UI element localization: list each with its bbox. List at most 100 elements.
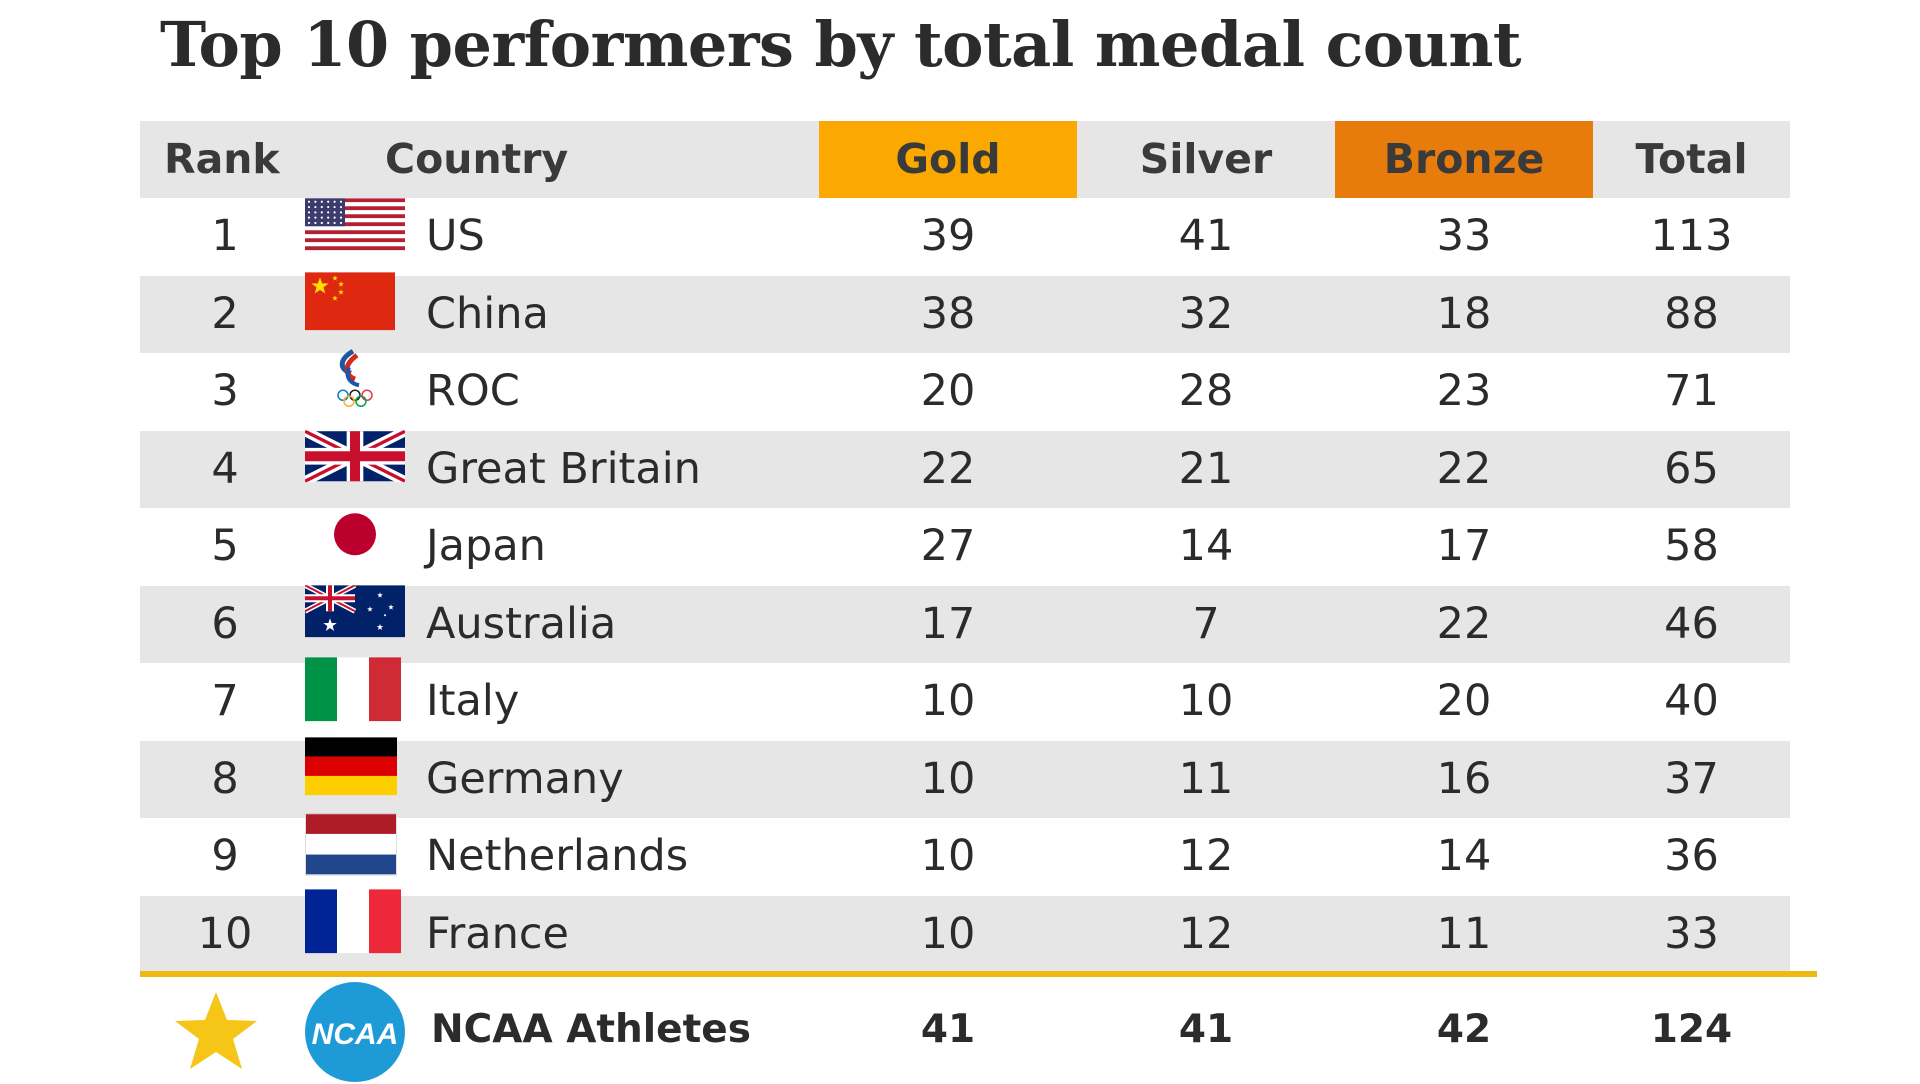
gold-cell: 20 bbox=[920, 366, 976, 416]
silver-cell: 7 bbox=[1192, 598, 1220, 649]
silver-cell: 12 bbox=[1178, 831, 1234, 881]
rank-cell: 10 bbox=[197, 908, 253, 959]
flag-australia-icon bbox=[303, 583, 405, 664]
star-icon bbox=[166, 980, 266, 1080]
chart-title: Top 10 performers by total medal count bbox=[160, 8, 1522, 81]
table-row: 4 Great Britain 22 21 22 65 bbox=[140, 427, 1790, 509]
bronze-cell: 20 bbox=[1436, 676, 1492, 726]
country-cell: Netherlands bbox=[426, 831, 689, 881]
rank-cell: 1 bbox=[211, 211, 239, 261]
footer-country: NCAA Athletes bbox=[431, 1007, 751, 1052]
flag-germany-icon bbox=[305, 737, 397, 822]
header-gold: Gold bbox=[819, 121, 1077, 198]
flag-netherlands-icon bbox=[305, 813, 397, 901]
country-cell: Germany bbox=[426, 753, 624, 804]
silver-cell: 14 bbox=[1178, 521, 1234, 571]
footer-total: 124 bbox=[1650, 1007, 1733, 1052]
country-cell: ROC bbox=[426, 366, 520, 416]
country-cell: France bbox=[426, 908, 569, 959]
header-total: Total bbox=[1635, 135, 1748, 183]
table-row: 8 Germany 10 11 16 37 bbox=[140, 737, 1790, 822]
total-cell: 36 bbox=[1664, 831, 1719, 881]
gold-cell: 10 bbox=[920, 831, 976, 881]
flag-france-icon bbox=[305, 889, 401, 980]
gold-cell: 38 bbox=[920, 288, 976, 339]
table-header: Rank Country Gold Silver Bronze Total bbox=[140, 121, 1790, 198]
header-bronze: Bronze bbox=[1335, 121, 1593, 198]
table-row: 7 Italy 10 10 20 40 bbox=[140, 657, 1790, 741]
silver-cell: 41 bbox=[1178, 211, 1234, 261]
bronze-cell: 33 bbox=[1436, 211, 1492, 261]
silver-cell: 21 bbox=[1178, 443, 1234, 494]
table-row: 1 US 39 41 33 113 bbox=[140, 198, 1790, 276]
bronze-cell: 14 bbox=[1436, 831, 1492, 881]
total-cell: 58 bbox=[1664, 521, 1719, 571]
total-cell: 65 bbox=[1664, 443, 1719, 494]
gold-cell: 10 bbox=[920, 676, 976, 726]
total-cell: 40 bbox=[1664, 676, 1719, 726]
flag-italy-icon bbox=[305, 657, 401, 747]
footer-bronze: 42 bbox=[1436, 1007, 1492, 1052]
table-body: 1 US 39 41 33 113 2 China 38 32 18 88 3 ROC 20 28 23 71 4 G… bbox=[140, 198, 1790, 973]
rank-cell: 8 bbox=[211, 753, 239, 804]
country-cell: Italy bbox=[426, 676, 520, 726]
bronze-cell: 16 bbox=[1436, 753, 1492, 804]
total-cell: 33 bbox=[1664, 908, 1719, 959]
bronze-cell: 18 bbox=[1436, 288, 1492, 339]
gold-cell: 27 bbox=[920, 521, 976, 571]
country-cell: Great Britain bbox=[426, 443, 701, 494]
ncaa-logo-icon: NCAA bbox=[300, 980, 410, 1082]
flag-japan-icon bbox=[305, 505, 405, 589]
total-cell: 88 bbox=[1664, 288, 1719, 339]
rank-cell: 3 bbox=[211, 366, 239, 416]
medal-table: Rank Country Gold Silver Bronze Total 1 U… bbox=[140, 121, 1790, 973]
gold-cell: 39 bbox=[920, 211, 976, 261]
rank-cell: 9 bbox=[211, 831, 239, 881]
flag-uk-icon bbox=[302, 427, 408, 509]
country-cell: Australia bbox=[426, 598, 617, 649]
total-cell: 46 bbox=[1664, 598, 1719, 649]
header-country: Country bbox=[385, 135, 569, 183]
total-cell: 37 bbox=[1664, 753, 1719, 804]
silver-cell: 28 bbox=[1178, 366, 1234, 416]
rank-cell: 5 bbox=[211, 521, 239, 571]
roc-emblem-icon bbox=[305, 347, 405, 437]
bronze-cell: 22 bbox=[1436, 443, 1492, 494]
country-cell: China bbox=[426, 288, 549, 339]
footer-row: NCAA NCAA Athletes 41 41 42 124 bbox=[140, 980, 1790, 1082]
table-row: 5 Japan 27 14 17 58 bbox=[140, 508, 1790, 586]
flag-china-icon bbox=[305, 272, 395, 357]
bronze-cell: 23 bbox=[1436, 366, 1492, 416]
country-cell: US bbox=[426, 211, 485, 261]
footer-gold: 41 bbox=[920, 1007, 976, 1052]
bronze-cell: 11 bbox=[1436, 908, 1492, 959]
bronze-cell: 22 bbox=[1436, 598, 1492, 649]
silver-cell: 12 bbox=[1178, 908, 1234, 959]
gold-cell: 10 bbox=[920, 753, 976, 804]
silver-cell: 10 bbox=[1178, 676, 1234, 726]
silver-cell: 11 bbox=[1178, 753, 1234, 804]
header-silver: Silver bbox=[1139, 135, 1273, 183]
gold-cell: 22 bbox=[920, 443, 976, 494]
header-rank: Rank bbox=[164, 135, 280, 183]
country-cell: Japan bbox=[426, 521, 546, 571]
table-row: 3 ROC 20 28 23 71 bbox=[140, 348, 1790, 431]
ncaa-logo-text: NCAA bbox=[312, 1018, 399, 1051]
flag-us-icon bbox=[305, 198, 405, 276]
footer-silver: 41 bbox=[1178, 1007, 1234, 1052]
rank-cell: 2 bbox=[211, 288, 239, 339]
total-cell: 71 bbox=[1664, 366, 1719, 416]
table-row: 9 Netherlands 10 12 14 36 bbox=[140, 813, 1790, 896]
rank-cell: 6 bbox=[211, 598, 239, 649]
table-row: 10 France 10 12 11 33 bbox=[140, 889, 1790, 973]
bronze-cell: 17 bbox=[1436, 521, 1492, 571]
gold-cell: 17 bbox=[920, 598, 976, 649]
total-cell: 113 bbox=[1650, 211, 1733, 261]
table-row: 2 China 38 32 18 88 bbox=[140, 272, 1790, 357]
table-row: 6 Australia 17 7 22 46 bbox=[140, 583, 1790, 664]
silver-cell: 32 bbox=[1178, 288, 1234, 339]
gold-cell: 10 bbox=[920, 908, 976, 959]
rank-cell: 7 bbox=[211, 676, 239, 726]
rank-cell: 4 bbox=[211, 443, 239, 494]
footer-divider bbox=[140, 971, 1817, 977]
